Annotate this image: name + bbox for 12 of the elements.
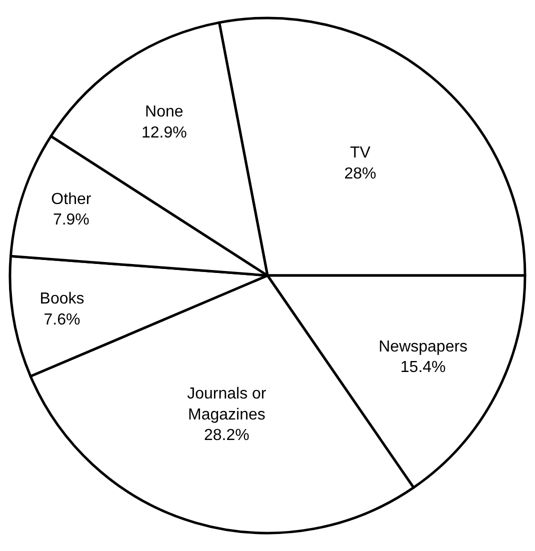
slice-label: Books — [40, 290, 84, 308]
slice-label: None — [145, 104, 184, 121]
data-label: 15.4% — [400, 359, 446, 376]
slice-label: TV — [350, 144, 371, 162]
slice-label: Other — [51, 190, 92, 208]
data-label: 28% — [344, 165, 376, 182]
slice-label: Newspapers — [378, 338, 468, 356]
data-label: 12.9% — [141, 124, 187, 142]
data-label: 7.9% — [52, 212, 90, 229]
data-label: 7.6% — [44, 311, 80, 328]
slice-label: Journals or Magazines — [187, 386, 267, 424]
data-label: 28.2% — [204, 427, 250, 444]
